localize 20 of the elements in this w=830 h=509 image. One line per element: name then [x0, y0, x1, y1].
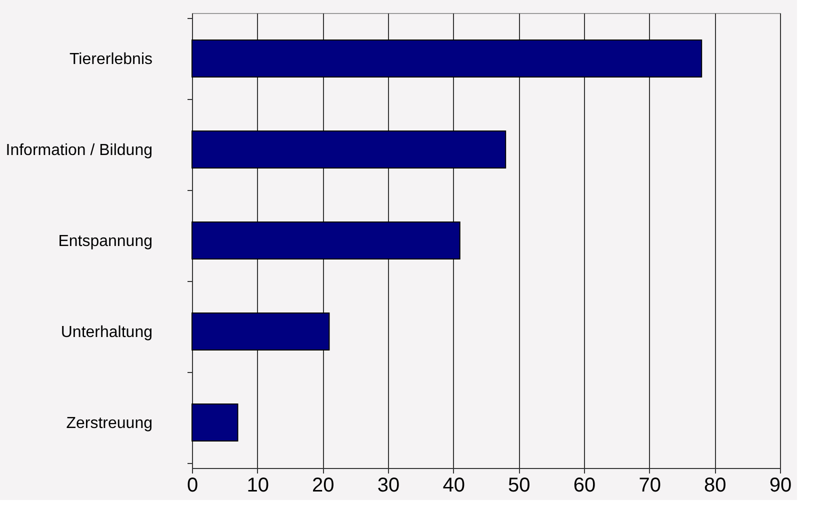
- x-tick-label: 0: [186, 474, 198, 496]
- x-tick-label: 70: [638, 474, 661, 496]
- x-tick-label: 50: [508, 474, 530, 496]
- x-tick-label: 60: [573, 474, 596, 496]
- x-tick-label: 80: [704, 474, 726, 496]
- y-tick-label: Unterhaltung: [60, 324, 152, 341]
- x-tick-label: 90: [769, 474, 792, 496]
- y-tick-label: Entspannung: [58, 233, 152, 250]
- bar: [192, 40, 702, 78]
- x-tick-label: 40: [442, 474, 465, 496]
- bar: [192, 222, 460, 260]
- bar: [192, 130, 506, 168]
- bar: [192, 312, 330, 350]
- x-tick-label: 30: [377, 474, 400, 496]
- bar: [192, 404, 238, 442]
- x-tick-label: 10: [246, 474, 269, 496]
- x-tick-label: 20: [312, 474, 334, 496]
- y-tick-label: Information / Bildung: [6, 142, 152, 159]
- y-tick-label: Tiererlebnis: [70, 51, 152, 68]
- y-tick-label: Zerstreuung: [66, 415, 152, 432]
